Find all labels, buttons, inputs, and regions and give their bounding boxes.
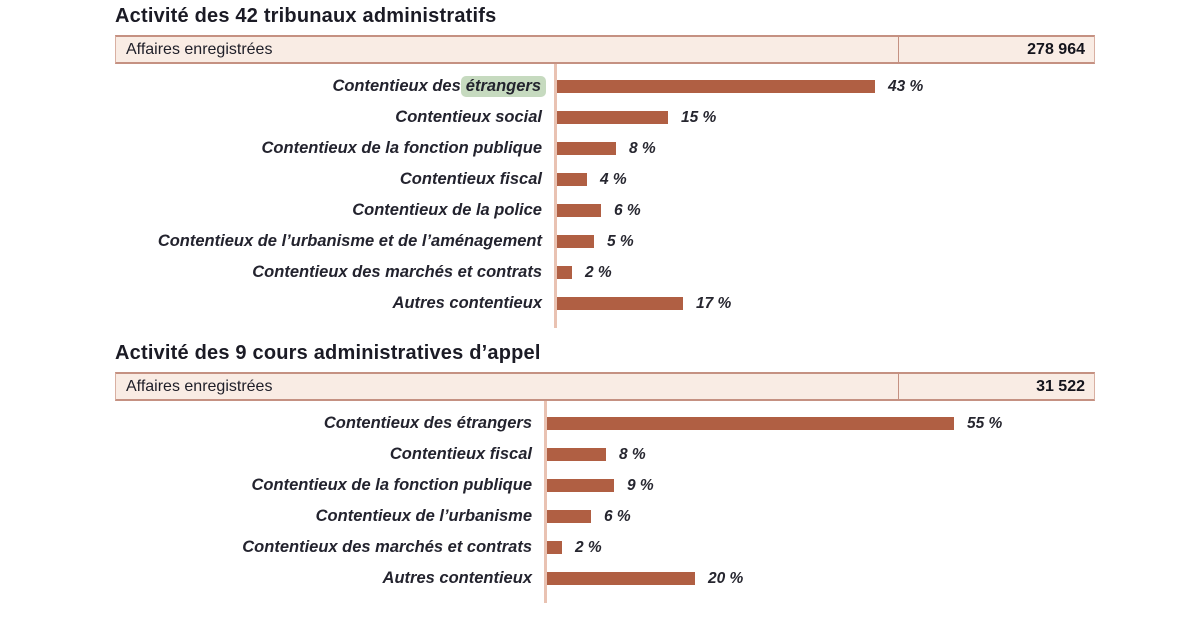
highlighted-word: étrangers xyxy=(460,76,546,97)
bar xyxy=(557,204,601,217)
bar xyxy=(557,297,683,310)
category-label: Contentieux fiscal xyxy=(389,445,532,463)
chart-row: Contentieux de la police 6 % xyxy=(352,195,1095,226)
value-label: 2 % xyxy=(585,263,612,281)
value-label: 15 % xyxy=(681,108,717,126)
value-label: 2 % xyxy=(575,538,602,556)
chart2-summary-bar: Affaires enregistrées 31 522 xyxy=(115,372,1095,401)
category-label: Contentieux des marchés et contrats xyxy=(242,538,532,556)
chart-row: Contentieux social 15 % xyxy=(395,102,1095,133)
bar xyxy=(547,541,562,554)
bar xyxy=(557,111,668,124)
value-label: 4 % xyxy=(600,170,627,188)
chart-row: Autres contentieux 17 % xyxy=(393,288,1095,319)
chart1-title: Activité des 42 tribunaux administratifs xyxy=(115,5,497,27)
value-label: 5 % xyxy=(607,232,634,250)
value-label: 6 % xyxy=(604,507,631,525)
bar xyxy=(557,235,594,248)
value-label: 43 % xyxy=(888,77,924,95)
chart-row: Contentieux des marchés et contrats 2 % xyxy=(242,532,1095,563)
chart-row: Contentieux de la fonction publique 8 % xyxy=(262,133,1095,164)
category-label: Contentieux de la fonction publique xyxy=(261,139,543,157)
chart1-summary-bar: Affaires enregistrées 278 964 xyxy=(115,35,1095,64)
bar xyxy=(557,266,572,279)
value-label: 20 % xyxy=(708,569,744,587)
chart-row: Contentieux fiscal 4 % xyxy=(400,164,1095,195)
chart2-title: Activité des 9 cours administratives d’a… xyxy=(115,342,541,364)
bar xyxy=(547,572,695,585)
category-label: Contentieux des étrangers xyxy=(112,71,557,102)
bar xyxy=(547,417,954,430)
value-label: 9 % xyxy=(627,476,654,494)
category-label: Contentieux de l’urbanisme xyxy=(315,507,532,525)
chart-row: Contentieux des étrangers 43 % xyxy=(332,71,1095,102)
category-label: Contentieux de la fonction publique xyxy=(251,476,533,494)
category-label: Autres contentieux xyxy=(382,569,532,587)
chart1-summary-label: Affaires enregistrées xyxy=(126,40,273,58)
chart2-bars: Contentieux des étrangers 55 % Contentie… xyxy=(242,401,1095,603)
chart-row: Contentieux de l’urbanisme 6 % xyxy=(316,501,1095,532)
category-label: Autres contentieux xyxy=(392,294,542,312)
chart-row: Contentieux fiscal 8 % xyxy=(390,439,1095,470)
chart-row: Contentieux de la fonction publique 9 % xyxy=(252,470,1095,501)
category-label: Contentieux social xyxy=(395,108,542,126)
bar xyxy=(547,479,614,492)
value-label: 8 % xyxy=(629,139,656,157)
category-label: Contentieux fiscal xyxy=(399,170,542,188)
bar xyxy=(557,80,875,93)
category-label: Contentieux des marchés et contrats xyxy=(252,263,542,281)
value-label: 8 % xyxy=(619,445,646,463)
value-label: 17 % xyxy=(696,294,732,312)
chart1-summary-value: 278 964 xyxy=(898,37,1094,62)
bar xyxy=(557,142,616,155)
value-label: 55 % xyxy=(967,414,1003,432)
chart-row: Contentieux des marchés et contrats 2 % xyxy=(252,257,1095,288)
chart2-summary-value: 31 522 xyxy=(898,374,1094,399)
chart-row: Contentieux de l’urbanisme et de l’aména… xyxy=(158,226,1095,257)
category-label: Contentieux de l’urbanisme et de l’aména… xyxy=(157,232,542,250)
bar xyxy=(557,173,587,186)
chart-row: Autres contentieux 20 % xyxy=(383,563,1095,594)
category-label: Contentieux de la police xyxy=(352,201,542,219)
bar xyxy=(547,510,591,523)
bar xyxy=(547,448,606,461)
chart2-summary-label: Affaires enregistrées xyxy=(126,377,273,395)
chart1-bars: Contentieux des étrangers 43 % Contentie… xyxy=(158,64,1095,328)
category-label: Contentieux des étrangers xyxy=(323,414,532,432)
value-label: 6 % xyxy=(614,201,641,219)
chart-row: Contentieux des étrangers 55 % xyxy=(324,408,1095,439)
